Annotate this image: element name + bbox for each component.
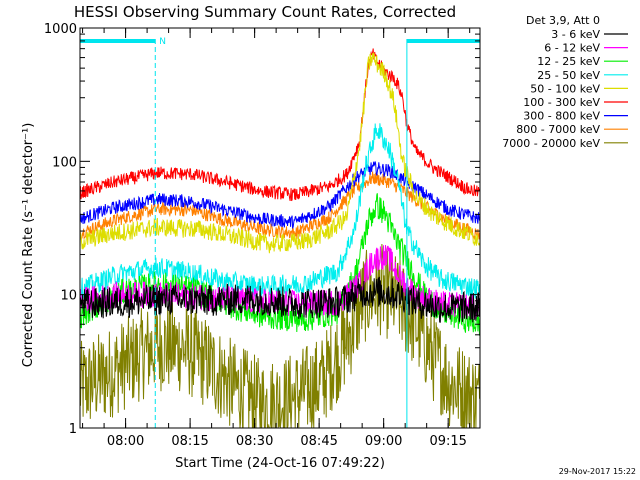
series-line-7 (79, 161, 480, 229)
x-tick-label: 08:15 (171, 434, 208, 449)
x-tick-label: 09:00 (365, 434, 402, 449)
legend-label-6: 100 - 300 keV (523, 96, 600, 109)
chart-title: HESSI Observing Summary Count Rates, Cor… (74, 3, 456, 21)
legend-label-9: 7000 - 20000 keV (502, 137, 600, 150)
y-tick-label: 1000 (44, 22, 77, 37)
series-line-6 (79, 48, 480, 202)
legend-label-7: 300 - 800 keV (523, 110, 600, 123)
y-axis-label: Corrected Count Rate (s⁻¹ detector⁻¹) (21, 123, 36, 368)
x-axis-label: Start Time (24-Oct-16 07:49:22) (175, 456, 385, 471)
legend-label-2: 6 - 12 keV (544, 42, 600, 55)
plot-frame (79, 27, 481, 429)
legend-label-4: 25 - 50 keV (537, 69, 600, 82)
night-bar-1 (80, 39, 156, 43)
x-tick-label: 08:00 (107, 434, 144, 449)
legend-label-3: 12 - 25 keV (537, 55, 600, 68)
x-tick-label: 08:45 (300, 434, 337, 449)
axes: N 1 10 100 1000 08:00 08:15 08:30 08:45 09:00 09:1… (44, 22, 481, 449)
footer-date: 29-Nov-2017 15:22 (559, 467, 636, 476)
saa-flag: N (159, 37, 166, 47)
series-line-1 (79, 276, 480, 323)
legend-title: Det 3,9, Att 0 (526, 14, 600, 27)
night-bar-2 (406, 39, 480, 43)
y-tick-label: 10 (60, 289, 77, 304)
y-tick-label: 1 (69, 422, 77, 437)
series-line-5 (79, 52, 480, 254)
plot-area (79, 48, 480, 429)
x-tick-label: 09:15 (429, 434, 466, 449)
legend-label-1: 3 - 6 keV (551, 28, 600, 41)
legend-label-5: 50 - 100 keV (530, 82, 600, 95)
x-tick-label: 08:30 (236, 434, 273, 449)
y-tick-label: 100 (52, 155, 77, 170)
legend-label-8: 800 - 7000 keV (516, 123, 600, 136)
